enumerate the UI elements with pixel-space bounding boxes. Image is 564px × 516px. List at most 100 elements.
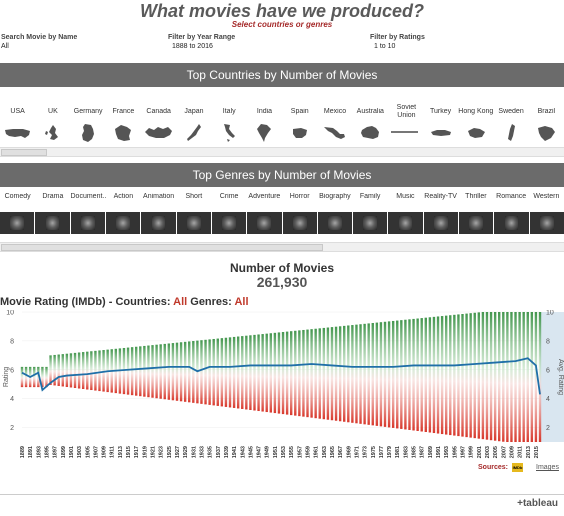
genre-thumbnail-drama[interactable]	[35, 212, 70, 234]
country-map-usa[interactable]	[0, 122, 35, 144]
country-map-brazil[interactable]	[529, 122, 564, 144]
country-label[interactable]: Italy	[222, 108, 236, 115]
rating-column	[489, 312, 493, 441]
year-range-filter[interactable]: Filter by Year Range 1888 to 2016	[168, 34, 235, 50]
year-range-value[interactable]: 1888 to 2016	[172, 43, 213, 50]
genre-label[interactable]: Western	[533, 192, 560, 200]
rating-column	[412, 318, 415, 431]
country-map-soviet-union[interactable]	[388, 122, 423, 144]
genre-label[interactable]: Thriller	[465, 192, 487, 200]
country-map-japan[interactable]	[176, 122, 211, 144]
genre-thumbnail-comedy[interactable]	[0, 212, 35, 234]
genre-label[interactable]: Music	[396, 192, 415, 200]
countries-scrollbar-thumb[interactable]	[1, 149, 47, 156]
genre-label[interactable]: Action	[113, 192, 134, 200]
genre-label[interactable]: Adventure	[248, 192, 281, 200]
x-tick-label: 1947	[257, 446, 263, 458]
genre-label[interactable]: Biography	[319, 192, 351, 200]
search-movie-value[interactable]: All	[1, 43, 9, 50]
country-label[interactable]: Sweden	[498, 108, 524, 115]
rating-column	[188, 341, 191, 403]
country-map-italy[interactable]	[212, 122, 247, 144]
country-map-turkey[interactable]	[423, 122, 458, 144]
genre-thumbnail-short[interactable]	[176, 212, 211, 234]
country-label[interactable]: Germany	[73, 108, 103, 115]
country-label[interactable]: USA	[10, 108, 25, 115]
genre-label[interactable]: Family	[359, 192, 381, 200]
genre-thumbnail-documentary[interactable]	[70, 212, 105, 234]
country-map-spain[interactable]	[282, 122, 317, 144]
country-label[interactable]: India	[256, 108, 273, 115]
country-label[interactable]: France	[112, 108, 135, 115]
genre-label[interactable]: Comedy	[4, 192, 31, 200]
country-label[interactable]: UK	[48, 108, 58, 115]
tableau-logo[interactable]: +tableau	[517, 498, 558, 509]
genre-thumbnail-biography[interactable]	[317, 212, 353, 234]
rating-column	[41, 366, 44, 388]
country-label[interactable]: Brazil	[537, 108, 556, 115]
x-tick-label: 1913	[118, 446, 124, 458]
rating-column	[224, 337, 228, 407]
country-label[interactable]: Hong Kong	[458, 108, 494, 115]
genre-label[interactable]: Drama	[42, 192, 64, 200]
images-link[interactable]: Images	[536, 464, 559, 471]
genre-thumbnail-horror[interactable]	[282, 212, 317, 234]
country-map-sweden[interactable]	[494, 122, 529, 144]
ratings-filter[interactable]: Filter by Ratings 1 to 10	[370, 34, 425, 50]
country-map-canada[interactable]	[141, 122, 176, 144]
rating-column	[126, 347, 130, 395]
genres-scrollbar-thumb[interactable]	[1, 244, 323, 251]
x-tick-label: 2011	[518, 446, 524, 458]
country-label[interactable]: Australia	[356, 108, 384, 115]
genre-thumbnail-animation[interactable]	[141, 212, 176, 234]
x-tick-label: 1893	[36, 446, 42, 458]
genre-label[interactable]: Animation	[143, 192, 175, 200]
rating-column	[212, 338, 215, 406]
genre-thumbnail-western[interactable]	[529, 212, 564, 234]
rating-column	[69, 353, 73, 388]
country-label[interactable]: Japan	[184, 108, 204, 115]
imdb-logo[interactable]: IMDb	[512, 463, 523, 472]
genre-thumbnail-romance[interactable]	[494, 212, 529, 234]
genres-scrollbar[interactable]	[0, 242, 564, 252]
genre-label[interactable]: Romance	[496, 192, 527, 200]
rating-column	[139, 346, 142, 397]
genre-thumbnail-thriller[interactable]	[459, 212, 494, 234]
country-label[interactable]: Spain	[290, 108, 309, 115]
genre-thumbnail-adventure[interactable]	[247, 212, 282, 234]
genre-thumbnail-crime[interactable]	[211, 212, 247, 234]
rating-column	[506, 312, 509, 442]
country-label[interactable]: Soviet Union	[396, 104, 417, 119]
genre-label[interactable]: Short	[185, 192, 203, 200]
genre-thumbnail-action[interactable]	[105, 212, 141, 234]
rating-column	[481, 312, 485, 440]
country-map-france[interactable]	[106, 122, 141, 144]
genre-label[interactable]: Horror	[289, 192, 310, 200]
country-map-germany[interactable]	[71, 122, 106, 144]
genre-thumbnail-reality-tv[interactable]	[423, 212, 459, 234]
country-map-uk[interactable]	[35, 122, 70, 144]
country-map-india[interactable]	[247, 122, 282, 144]
ratings-value[interactable]: 1 to 10	[374, 43, 396, 50]
rating-column	[57, 354, 60, 386]
footer-divider	[0, 494, 564, 495]
country-label[interactable]: Turkey	[429, 108, 452, 115]
country-map-hong-kong[interactable]	[458, 122, 493, 144]
genre-thumbnail-family[interactable]	[353, 212, 388, 234]
x-tick-label: 1915	[126, 446, 132, 458]
country-label[interactable]: Mexico	[323, 108, 347, 115]
x-tick-label: 1937	[216, 446, 222, 458]
rating-column	[314, 328, 317, 419]
genre-label[interactable]: Document...	[70, 192, 106, 200]
genre-label[interactable]: Crime	[219, 192, 239, 200]
rating-column	[204, 339, 207, 405]
search-movie-filter[interactable]: Search Movie by Name All	[1, 34, 77, 50]
genre-label[interactable]: Reality-TV	[424, 192, 457, 200]
country-map-australia[interactable]	[353, 122, 388, 144]
countries-scrollbar[interactable]	[0, 147, 564, 157]
country-map-mexico[interactable]	[317, 122, 352, 144]
genre-thumbnail-music[interactable]	[388, 212, 423, 234]
rating-column	[298, 330, 301, 417]
country-label[interactable]: Canada	[146, 108, 171, 115]
